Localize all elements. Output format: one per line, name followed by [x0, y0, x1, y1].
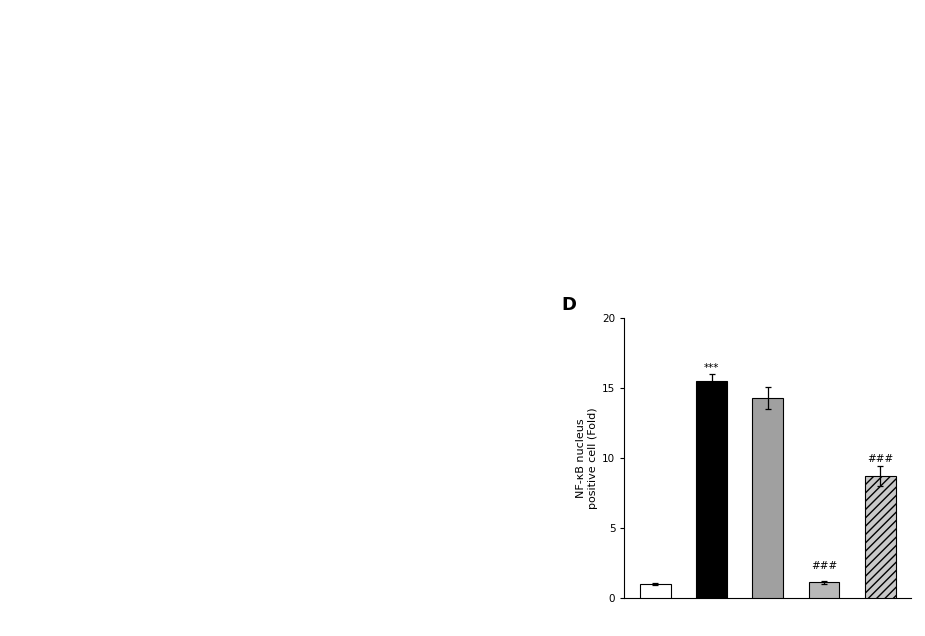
Y-axis label: NF-κB nucleus
positive cell (Fold): NF-κB nucleus positive cell (Fold): [576, 407, 598, 509]
Bar: [865, 476, 895, 598]
Bar: [808, 583, 840, 598]
Bar: [752, 398, 783, 598]
Text: ###: ###: [867, 453, 894, 464]
Bar: [697, 381, 727, 598]
Text: ***: ***: [704, 363, 720, 373]
Bar: [640, 584, 671, 598]
Text: D: D: [561, 296, 576, 314]
Text: ###: ###: [811, 561, 837, 571]
